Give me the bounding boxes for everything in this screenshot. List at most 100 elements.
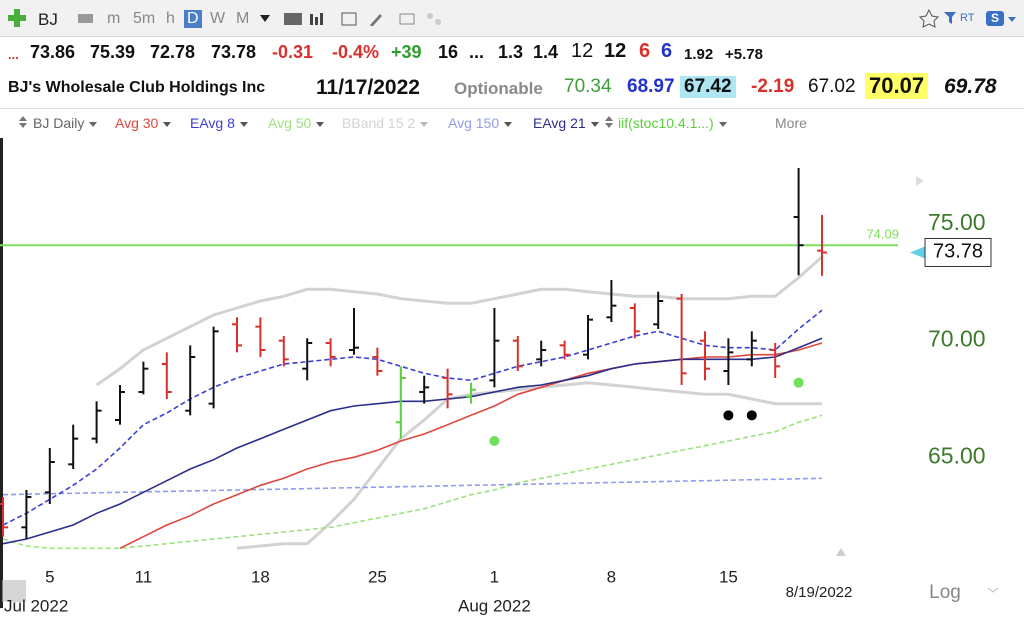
quote-item: 73.86 — [30, 42, 76, 62]
signal-dot — [793, 377, 804, 388]
legend-label: iif(stoc10.4.1...) — [618, 115, 714, 131]
quote-item: 70.07 — [865, 73, 929, 99]
x-tick-label: 11 — [135, 567, 153, 586]
indicator-line — [2, 477, 823, 496]
legend-item[interactable]: iif(stoc10.4.1...) — [618, 115, 727, 131]
legend-label: Avg 50 — [268, 115, 312, 131]
x-tick-label: 8 — [607, 567, 616, 586]
quote-item: 12 — [604, 40, 627, 62]
quote-item: 12 — [571, 40, 594, 62]
quote-item: 75.39 — [90, 42, 136, 62]
interval[interactable]: W — [210, 10, 226, 27]
quote-item: ... — [469, 42, 485, 62]
last-price-label: 73.78 — [933, 241, 983, 263]
y-tick-label: 75.00 — [928, 209, 986, 235]
legend-label: EAvg 8 — [190, 115, 235, 131]
legend-label: EAvg 21 — [533, 115, 586, 131]
move-icon[interactable] — [18, 115, 28, 129]
legend-arrow — [604, 115, 614, 132]
company-name: BJ's Wholesale Club Holdings Inc — [8, 79, 266, 96]
print-icon[interactable] — [76, 10, 96, 26]
date-label: 8/19/2022 — [786, 584, 853, 601]
y-tick-label: 70.00 — [928, 326, 986, 352]
scale-label: Log — [929, 582, 961, 603]
add-icon[interactable] — [6, 7, 28, 29]
signal-dot — [746, 410, 757, 421]
corner-icon — [2, 580, 26, 602]
month-label: Aug 2022 — [458, 596, 531, 615]
more[interactable]: More — [775, 115, 807, 131]
x-tick-label: 15 — [719, 567, 738, 586]
interval[interactable]: 5m — [133, 10, 156, 27]
indicator-line — [95, 255, 824, 387]
toolbar: BJ m 5m h D W M S RT — [0, 0, 1024, 37]
symbol[interactable]: BJ — [38, 10, 58, 29]
scroll-marker — [916, 176, 924, 186]
quote-item: 1.4 — [533, 42, 559, 62]
legend-arrow — [18, 115, 28, 132]
signal-dot — [723, 410, 734, 421]
quote-item: -2.19 — [751, 76, 795, 97]
reference-label: 74.09 — [866, 227, 899, 242]
legend-item[interactable]: EAvg 8 — [190, 115, 248, 131]
interval[interactable]: h — [166, 10, 175, 27]
indicator-line — [2, 309, 823, 526]
rt-label[interactable]: RT — [960, 12, 975, 24]
legend-label: BJ Daily — [33, 115, 85, 131]
quote-item: 6 — [639, 40, 651, 62]
x-tick-label: 1 — [490, 567, 499, 586]
svg-text:S: S — [991, 11, 999, 25]
optionable: Optionable — [454, 79, 543, 98]
divider — [0, 108, 1024, 109]
quote-item: 73.78 — [211, 42, 257, 62]
indicator-line — [2, 337, 823, 545]
month-label: Jul 2022 — [4, 596, 68, 615]
scroll-marker — [836, 548, 846, 556]
quote-item: 1.3 — [498, 42, 524, 62]
quote-item: 6 — [661, 40, 673, 62]
legend-item[interactable]: EAvg 21 — [533, 115, 599, 131]
signal-dot — [489, 436, 500, 446]
x-tick-label: 5 — [45, 567, 54, 586]
quote-item: 69.78 — [944, 75, 997, 98]
tool-icons[interactable] — [258, 12, 458, 26]
x-tick-label: 25 — [368, 567, 387, 586]
quote-item: 68.97 — [627, 76, 675, 97]
quote-item: 72.78 — [150, 42, 196, 62]
legend-label: Avg 150 — [448, 115, 500, 131]
last-price-box — [924, 237, 992, 267]
quote-item: 16 — [438, 42, 459, 62]
legend-item[interactable]: Avg 30 — [115, 115, 172, 131]
quote-date: 11/17/2022 — [316, 76, 420, 99]
quote-item: 67.02 — [808, 76, 856, 97]
left-edge — [0, 138, 3, 608]
interval[interactable]: D — [184, 10, 202, 28]
quote-item: +39 — [391, 42, 422, 62]
indicator-line — [119, 342, 823, 550]
legend-item[interactable]: BBand 15 2 — [342, 115, 429, 131]
legend-item[interactable]: Avg 150 — [448, 115, 513, 131]
scale-caret — [987, 587, 999, 593]
quote-item: 67.42 — [680, 76, 736, 98]
move-icon[interactable] — [604, 115, 614, 129]
quote-item: 1.92 — [684, 46, 714, 63]
indicator-line — [2, 414, 823, 550]
legend-label: Avg 30 — [115, 115, 159, 131]
right-icons[interactable]: S — [918, 8, 1018, 30]
legend-item[interactable]: BJ Daily — [33, 115, 98, 131]
interval[interactable]: m — [107, 10, 121, 27]
quote-item: +5.78 — [725, 46, 763, 63]
quote-item: -0.31 — [272, 42, 314, 62]
price-pointer — [910, 246, 925, 259]
interval[interactable]: M — [236, 10, 250, 27]
quote-item: -0.4% — [332, 42, 380, 62]
x-tick-label: 18 — [251, 567, 270, 586]
indicator-line — [236, 381, 822, 550]
quote-item: 70.34 — [564, 76, 612, 97]
quote-item: ... — [8, 47, 19, 62]
y-tick-label: 65.00 — [928, 442, 986, 468]
legend-item[interactable]: Avg 50 — [268, 115, 325, 131]
legend-label: BBand 15 2 — [342, 115, 416, 131]
